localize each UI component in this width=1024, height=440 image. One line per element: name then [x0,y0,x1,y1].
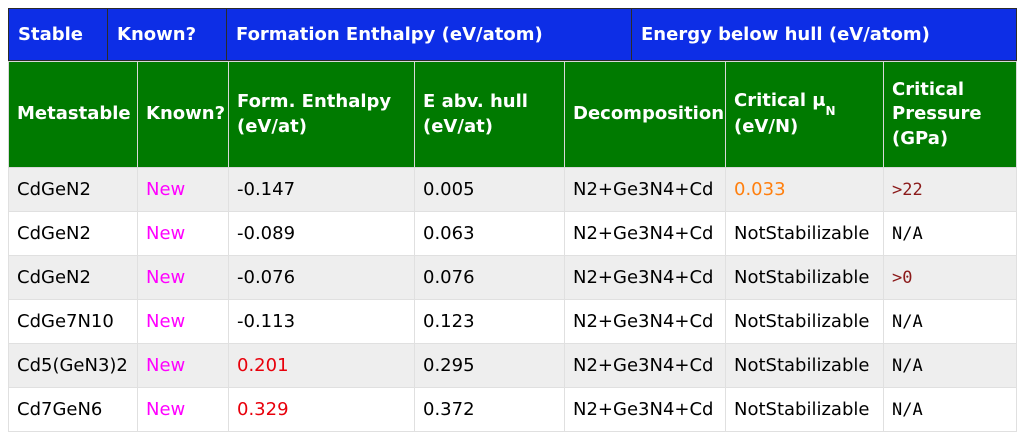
table-row: CdGeN2 New -0.089 0.063 N2+Ge3N4+Cd NotS… [8,211,1017,256]
cell-critical-pressure: N/A [883,211,1017,256]
header-known: Known? [137,61,229,168]
cell-decomposition: N2+Ge3N4+Cd [564,387,726,432]
cell-critical-pressure: N/A [883,343,1017,388]
header-critical-pressure: Critical Pressure (GPa) [883,61,1017,168]
cell-e-abv-hull: 0.372 [414,387,565,432]
header-metastable: Metastable [8,61,138,168]
cell-formula: Cd5(GeN3)2 [8,343,138,388]
metastable-table: Metastable Known? Form. Enthalpy (eV/at) … [8,61,1017,432]
cell-form-enthalpy: -0.089 [228,211,415,256]
legend-table: Stable Known? Formation Enthalpy (eV/ato… [8,8,1017,61]
cell-decomposition: N2+Ge3N4+Cd [564,343,726,388]
cell-known: New [137,255,229,300]
cell-e-abv-hull: 0.076 [414,255,565,300]
cell-critical-pressure: N/A [883,387,1017,432]
legend-formation-enthalpy: Formation Enthalpy (eV/atom) [226,8,632,61]
cell-form-enthalpy: -0.076 [228,255,415,300]
cell-critical-pressure: N/A [883,299,1017,344]
header-critical-mu: Critical μN (eV/N) [725,61,884,168]
header-form-enthalpy: Form. Enthalpy (eV/at) [228,61,415,168]
cell-critical-mu: NotStabilizable [725,343,884,388]
cell-formula: CdGeN2 [8,255,138,300]
cell-e-abv-hull: 0.295 [414,343,565,388]
legend-energy-below-hull: Energy below hull (eV/atom) [631,8,1017,61]
cell-formula: CdGeN2 [8,211,138,256]
cell-formula: CdGeN2 [8,167,138,212]
table-row: CdGeN2 New -0.147 0.005 N2+Ge3N4+Cd 0.03… [8,167,1017,212]
cell-decomposition: N2+Ge3N4+Cd [564,255,726,300]
cell-critical-mu: NotStabilizable [725,211,884,256]
cell-known: New [137,343,229,388]
cell-critical-pressure: >22 [883,167,1017,212]
table-row: CdGeN2 New -0.076 0.076 N2+Ge3N4+Cd NotS… [8,255,1017,300]
cell-decomposition: N2+Ge3N4+Cd [564,299,726,344]
cell-e-abv-hull: 0.123 [414,299,565,344]
legend-row: Stable Known? Formation Enthalpy (eV/ato… [8,8,1017,61]
table-row: Cd5(GeN3)2 New 0.201 0.295 N2+Ge3N4+Cd N… [8,343,1017,388]
cell-known: New [137,387,229,432]
header-decomposition: Decomposition [564,61,726,168]
header-e-abv-hull: E abv. hull (eV/at) [414,61,565,168]
cell-critical-mu: NotStabilizable [725,255,884,300]
header-row: Metastable Known? Form. Enthalpy (eV/at) … [8,61,1017,168]
cell-form-enthalpy: -0.147 [228,167,415,212]
cell-critical-mu: NotStabilizable [725,387,884,432]
cell-decomposition: N2+Ge3N4+Cd [564,211,726,256]
table-row: Cd7GeN6 New 0.329 0.372 N2+Ge3N4+Cd NotS… [8,387,1017,432]
cell-known: New [137,167,229,212]
cell-e-abv-hull: 0.063 [414,211,565,256]
cell-formula: CdGe7N10 [8,299,138,344]
cell-known: New [137,299,229,344]
legend-known: Known? [107,8,227,61]
cell-known: New [137,211,229,256]
cell-formula: Cd7GeN6 [8,387,138,432]
cell-form-enthalpy: -0.113 [228,299,415,344]
table-row: CdGe7N10 New -0.113 0.123 N2+Ge3N4+Cd No… [8,299,1017,344]
cell-form-enthalpy: 0.329 [228,387,415,432]
cell-critical-mu: NotStabilizable [725,299,884,344]
cell-critical-pressure: >0 [883,255,1017,300]
cell-form-enthalpy: 0.201 [228,343,415,388]
cell-critical-mu: 0.033 [725,167,884,212]
legend-stable: Stable [8,8,108,61]
cell-decomposition: N2+Ge3N4+Cd [564,167,726,212]
cell-e-abv-hull: 0.005 [414,167,565,212]
